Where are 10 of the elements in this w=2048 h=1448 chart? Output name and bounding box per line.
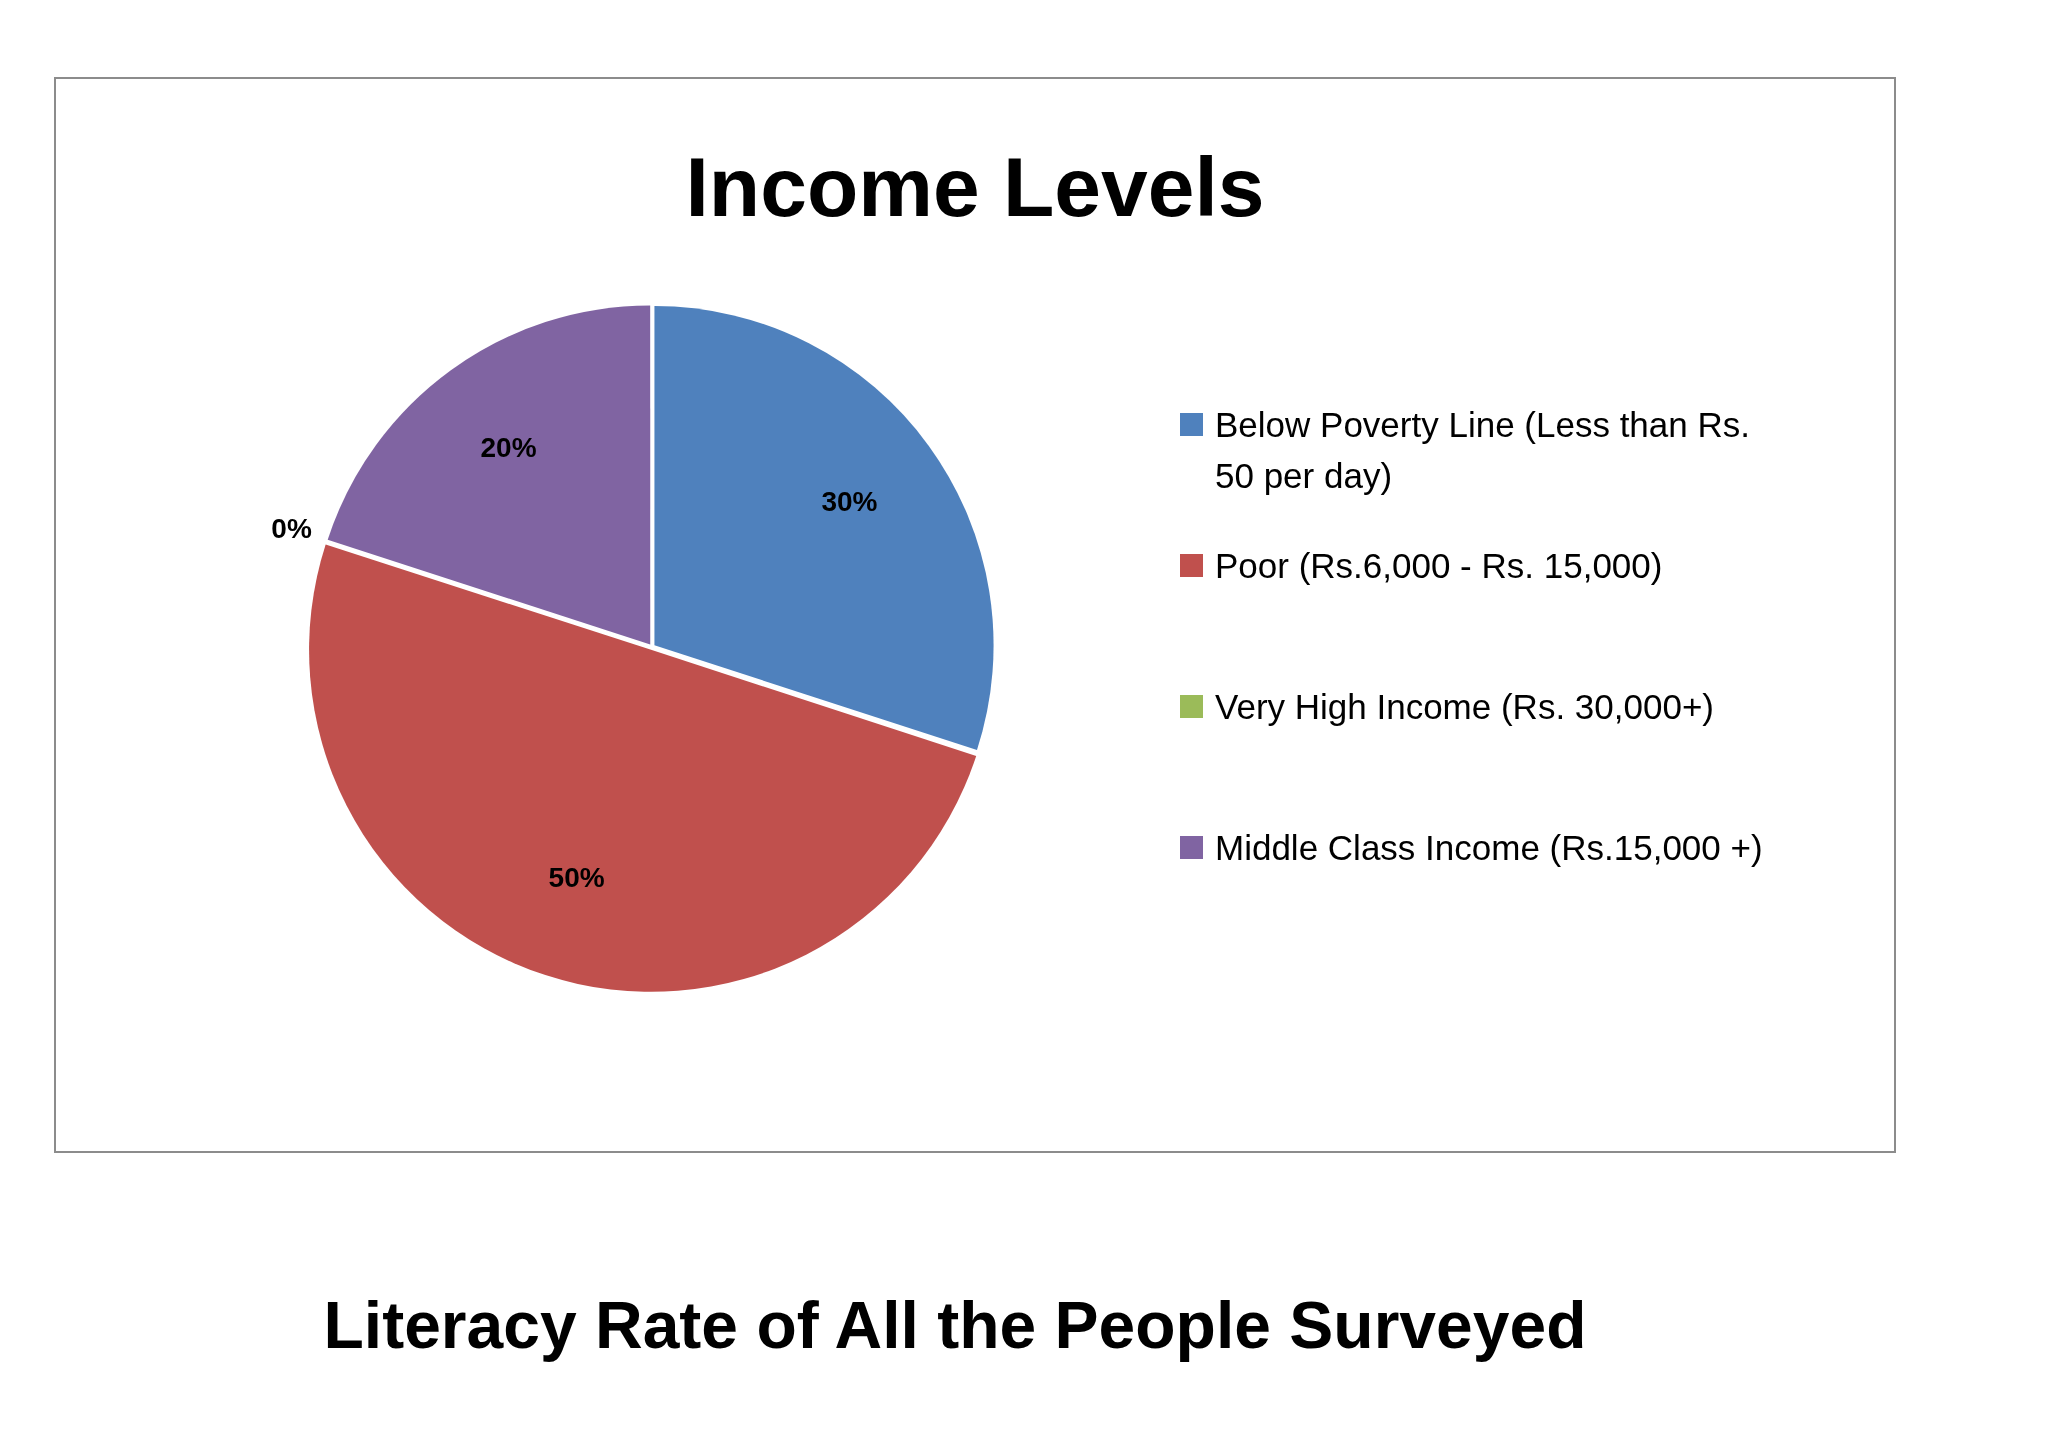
legend-label: Below Poverty Line (Less than Rs. 50 per day): [1215, 404, 1751, 497]
legend-label: Very High Income (Rs. 30,000+): [1215, 686, 1714, 728]
data-label: 20%: [480, 432, 537, 464]
legend-label: Poor (Rs.6,000 - Rs. 15,000): [1215, 545, 1663, 587]
text: 0%: [271, 512, 312, 544]
data-label: 30%: [821, 486, 878, 518]
text: Literacy Rate of All the People Surveyed: [322, 1287, 1588, 1364]
chart-title: Income Levels: [684, 139, 1266, 236]
data-label: 50%: [548, 861, 605, 893]
legend-label: Middle Class Income (Rs.15,000 +): [1215, 827, 1763, 869]
